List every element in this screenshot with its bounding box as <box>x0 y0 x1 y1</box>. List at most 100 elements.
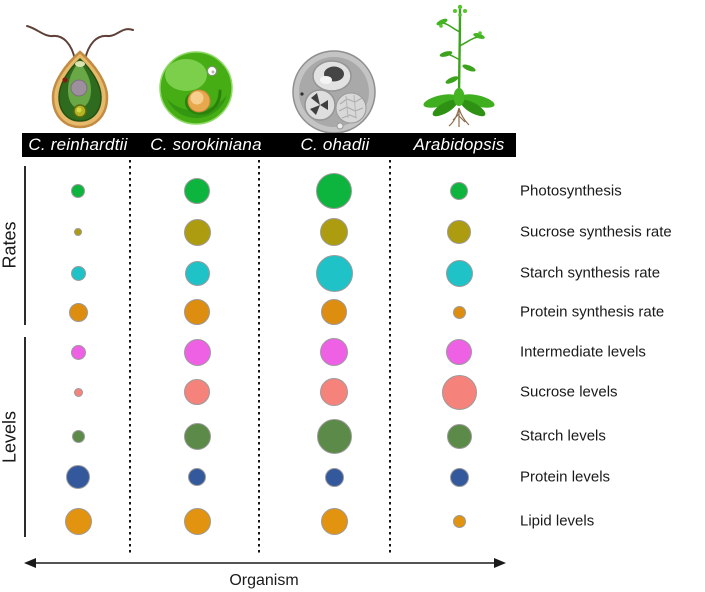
bubble-protein-synthesis-rate-c-ohadii <box>321 299 347 325</box>
nucleus <box>70 79 88 97</box>
group-label-rates: Rates <box>0 221 20 269</box>
bubble-intermediate-levels-c-reinhardtii <box>70 344 86 360</box>
flower-bud-6 <box>478 31 482 35</box>
bubble-intermediate-levels-c-sorokiniana <box>183 338 211 366</box>
rates-bracket <box>24 166 26 325</box>
pyrenoid-highlight <box>76 107 82 113</box>
bubble-starch-levels-c-sorokiniana <box>183 422 211 450</box>
axis-arrowhead-right <box>494 558 506 568</box>
legend-label-sucrose-synthesis-rate: Sucrose synthesis rate <box>520 223 672 241</box>
roots <box>448 107 470 127</box>
arabidopsis-plant-illustration <box>423 4 495 127</box>
light-patch-top <box>320 76 332 84</box>
organism-label-c-sorokiniana: C. sorokiniana <box>150 135 262 154</box>
bubble-sucrose-levels-c-ohadii <box>320 378 348 406</box>
bubble-lipid-levels-c-sorokiniana <box>183 507 211 535</box>
organism-header-bar: C. reinhardtii C. sorokiniana C. ohadii … <box>22 133 516 157</box>
bubble-starch-levels-arabidopsis <box>446 423 472 449</box>
bubble-protein-levels-c-sorokiniana <box>188 468 206 486</box>
dark-wedge-3 <box>310 105 320 115</box>
bubble-starch-synthesis-rate-c-sorokiniana <box>184 260 210 286</box>
branch-left <box>442 22 461 33</box>
grana-texture-2 <box>345 94 357 119</box>
group-label-levels: Levels <box>0 410 20 464</box>
legend-label-intermediate-levels: Intermediate levels <box>520 343 646 361</box>
eyespot <box>62 77 68 83</box>
grana-texture <box>338 97 364 119</box>
bubble-sucrose-synthesis-rate-arabidopsis <box>447 220 471 244</box>
legend-label-protein-synthesis-rate: Protein synthesis rate <box>520 303 665 321</box>
rosette-leaf-4 <box>460 99 486 117</box>
c-ohadii-micrograph-illustration <box>292 50 376 134</box>
bubble-protein-synthesis-rate-c-sorokiniana <box>184 299 210 325</box>
bubble-starch-synthesis-rate-c-reinhardtii <box>70 265 86 281</box>
leaf-5 <box>445 76 459 84</box>
c-reinhardtii-cell-illustration <box>26 25 134 129</box>
legend-label-sucrose-levels: Sucrose levels <box>520 383 618 401</box>
organism-label-arabidopsis: Arabidopsis <box>413 135 505 154</box>
bubble-lipid-levels-c-reinhardtii <box>64 507 92 535</box>
bubble-lipid-levels-c-ohadii <box>320 507 348 535</box>
dark-wedge-1 <box>311 93 320 105</box>
apical-body <box>75 61 85 67</box>
axis-arrowhead-left <box>24 558 36 568</box>
rosette-leaf-2 <box>461 94 495 108</box>
small-vesicle <box>336 122 344 130</box>
bubble-protein-synthesis-rate-arabidopsis <box>452 305 466 319</box>
dark-dot <box>300 92 304 96</box>
bubble-sucrose-levels-c-sorokiniana <box>184 379 210 405</box>
bubble-starch-synthesis-rate-c-ohadii <box>315 254 353 292</box>
organism-label-c-ohadii: C. ohadii <box>300 135 370 154</box>
bubble-sucrose-synthesis-rate-c-sorokiniana <box>183 218 211 246</box>
legend-label-protein-levels: Protein levels <box>520 468 611 486</box>
bubble-protein-levels-c-reinhardtii <box>66 465 90 489</box>
legend-label-lipid-levels: Lipid levels <box>520 512 595 530</box>
pyrenoid-highlight <box>190 91 204 105</box>
bubble-protein-levels-arabidopsis <box>449 467 469 487</box>
legend-label-starch-synthesis-rate: Starch synthesis rate <box>520 264 661 282</box>
leaf-1 <box>436 18 448 26</box>
cell-highlight <box>165 59 207 91</box>
vacuole-dot <box>211 70 215 74</box>
organism-label-c-reinhardtii: C. reinhardtii <box>28 135 128 154</box>
flower-bud-1 <box>457 4 463 10</box>
branch-right <box>458 36 479 47</box>
organism-axis-arrow <box>24 558 506 568</box>
bubble-photosynthesis-c-sorokiniana <box>184 178 210 204</box>
bubble-intermediate-levels-c-ohadii <box>320 338 348 366</box>
bubble-photosynthesis-c-reinhardtii <box>71 184 85 198</box>
bubble-sucrose-levels-c-reinhardtii <box>73 387 83 397</box>
bubble-protein-synthesis-rate-c-reinhardtii <box>68 302 88 322</box>
bubble-protein-levels-c-ohadii <box>324 467 344 487</box>
column-separator-2 <box>258 160 260 556</box>
bubble-photosynthesis-arabidopsis <box>450 182 468 200</box>
dark-wedge-2 <box>320 100 328 110</box>
c-sorokiniana-cell-illustration <box>159 51 233 125</box>
flower-bud-5 <box>439 24 443 28</box>
rosette-leaf-3 <box>432 99 458 117</box>
bubble-sucrose-levels-arabidopsis <box>441 374 477 410</box>
flower-bud-3 <box>463 9 467 13</box>
rosette-leaf-5 <box>453 88 465 106</box>
cell-shade <box>167 95 227 119</box>
bubble-intermediate-levels-arabidopsis <box>446 339 472 365</box>
bubble-starch-levels-c-reinhardtii <box>71 429 85 443</box>
legend-label-starch-levels: Starch levels <box>520 427 606 445</box>
leaf-4 <box>462 64 476 72</box>
column-separator-1 <box>129 160 131 556</box>
flower-bud-4 <box>458 13 462 17</box>
legend-label-photosynthesis: Photosynthesis <box>520 182 622 200</box>
flagellum-right <box>84 28 134 61</box>
flower-bud-2 <box>453 9 457 13</box>
bubble-starch-synthesis-rate-arabidopsis <box>445 259 473 287</box>
levels-bracket <box>24 337 26 537</box>
flagellum-left <box>26 25 76 61</box>
column-separator-3 <box>389 160 391 556</box>
leaf-2 <box>473 33 485 39</box>
bubble-photosynthesis-c-ohadii <box>316 173 352 209</box>
leaf-3 <box>439 51 453 57</box>
rosette-leaf-1 <box>423 94 457 108</box>
bubble-sucrose-synthesis-rate-c-reinhardtii <box>74 228 82 236</box>
bubble-starch-levels-c-ohadii <box>316 418 352 454</box>
